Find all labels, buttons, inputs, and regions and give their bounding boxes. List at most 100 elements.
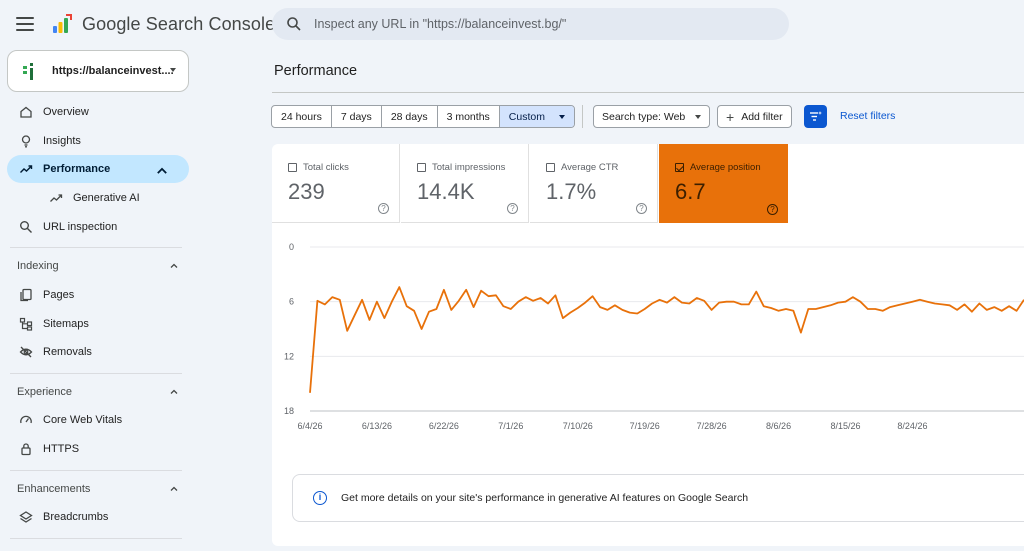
y-tick-label: 12 [284, 351, 294, 361]
sidebar-item-label: URL inspection [43, 221, 118, 233]
sidebar-item-url-inspection[interactable]: URL inspection [7, 213, 189, 241]
checkbox-checked-icon[interactable] [675, 163, 684, 172]
plus-icon: + [726, 108, 735, 125]
chevron-up-icon [170, 263, 178, 268]
metric-label-text: Total clicks [303, 162, 349, 173]
metric-total-clicks[interactable]: Total clicks 239 ? [272, 144, 400, 223]
metric-label-text: Total impressions [432, 162, 506, 173]
metric-label: Total impressions [417, 162, 505, 173]
sidebar-divider [10, 538, 182, 539]
sidebar-item-label: Core Web Vitals [43, 414, 123, 426]
sidebar-item-label: HTTPS [43, 443, 80, 455]
chevron-up-icon[interactable] [155, 164, 169, 178]
toolbar-separator [582, 105, 583, 128]
sidebar-item-breadcrumbs[interactable]: Breadcrumbs [7, 503, 189, 531]
generative-ai-banner[interactable]: i Get more details on your site's perfor… [292, 474, 1024, 522]
lock-icon [21, 443, 31, 456]
search-console-logo[interactable]: Google Search Console [50, 12, 275, 36]
speedometer-icon [20, 415, 32, 424]
range-custom[interactable]: Custom [499, 106, 574, 127]
title-divider [272, 92, 1024, 93]
sidebar-item-label: Breadcrumbs [43, 511, 109, 523]
help-icon[interactable]: ? [636, 203, 647, 214]
dropdown-caret-icon [170, 68, 176, 72]
checkbox-icon[interactable] [546, 163, 555, 172]
app-title: Google Search Console [82, 13, 276, 34]
sidebar-item-removals[interactable]: Removals [7, 338, 189, 366]
dropdown-caret-icon [558, 114, 565, 119]
section-header-experience[interactable]: Experience [7, 379, 189, 405]
metric-total-impressions[interactable]: Total impressions 14.4K ? [401, 144, 529, 223]
metric-value: 6.7 [675, 179, 706, 204]
metric-label: Total clicks [288, 162, 349, 173]
sitemap-icon [19, 317, 33, 331]
main-menu-button[interactable] [14, 14, 36, 34]
range-3-months[interactable]: 3 months [438, 106, 500, 127]
search-type-label: Search type: Web [602, 110, 686, 123]
filter-list-icon [810, 111, 822, 121]
x-tick-label: 6/13/26 [362, 421, 392, 431]
sidebar-item-core-web-vitals[interactable]: Core Web Vitals [7, 406, 189, 434]
page-title: Performance [274, 63, 358, 79]
sidebar-item-pages[interactable]: Pages [7, 281, 189, 309]
range-label: 3 months [446, 110, 490, 123]
x-tick-label: 8/24/26 [897, 421, 927, 431]
sidebar-item-label: Sitemaps [43, 318, 89, 330]
filter-settings-button[interactable] [804, 105, 827, 128]
checkbox-icon[interactable] [417, 163, 426, 172]
metric-label: Average CTR [546, 162, 618, 173]
sidebar-item-label: Removals [43, 346, 92, 358]
sidebar-item-label: Insights [43, 135, 81, 147]
metric-label: Average position [675, 162, 761, 173]
checkbox-icon[interactable] [288, 163, 297, 172]
metric-average-ctr[interactable]: Average CTR 1.7% ? [530, 144, 658, 223]
sidebar-item-https[interactable]: HTTPS [7, 435, 189, 463]
sidebar-divider [10, 373, 182, 374]
search-icon [20, 221, 32, 233]
y-tick-label: 6 [289, 297, 294, 307]
x-tick-label: 7/28/26 [697, 421, 727, 431]
property-favicon-icon [22, 60, 38, 82]
metric-average-position[interactable]: Average position 6.7 ? [659, 144, 788, 223]
sidebar-item-insights[interactable]: Insights [7, 127, 189, 155]
home-icon [20, 106, 32, 118]
performance-card: Total clicks 239 ? Total impressions 14.… [272, 144, 1024, 546]
help-icon[interactable]: ? [767, 204, 778, 215]
sidebar-item-label: Overview [43, 106, 89, 118]
metric-value: 239 [288, 179, 325, 204]
x-tick-label: 7/10/26 [563, 421, 593, 431]
range-24-hours[interactable]: 24 hours [272, 106, 332, 127]
lightbulb-icon [21, 135, 31, 148]
help-icon[interactable]: ? [507, 203, 518, 214]
chevron-up-icon [170, 389, 178, 394]
range-label: 7 days [340, 110, 372, 123]
sidebar-item-label: Performance [43, 163, 111, 175]
section-header-enhancements[interactable]: Enhancements [7, 476, 189, 502]
sidebar-item-overview[interactable]: Overview [7, 98, 189, 126]
search-icon [287, 17, 301, 31]
section-header-indexing[interactable]: Indexing [7, 253, 189, 279]
dropdown-caret-icon [695, 114, 702, 119]
chevron-up-icon [170, 486, 178, 491]
x-tick-label: 7/1/26 [498, 421, 523, 431]
info-icon: i [313, 491, 327, 505]
metric-label-text: Average CTR [561, 162, 619, 173]
x-tick-label: 6/4/26 [297, 421, 322, 431]
sidebar-item-generative-ai[interactable]: Generative AI [7, 184, 189, 212]
url-inspect-search[interactable] [272, 8, 789, 40]
property-selector[interactable]: https://balanceinvest.... [7, 50, 189, 92]
range-7-days[interactable]: 7 days [332, 106, 382, 127]
y-tick-label: 0 [289, 242, 294, 252]
add-filter-button[interactable]: + Add filter [717, 105, 792, 128]
reset-filters-link[interactable]: Reset filters [840, 110, 896, 122]
x-tick-label: 6/22/26 [429, 421, 459, 431]
sidebar-item-sitemaps[interactable]: Sitemaps [7, 310, 189, 338]
url-inspect-input[interactable] [314, 17, 754, 31]
eye-off-icon [19, 346, 33, 358]
range-28-days[interactable]: 28 days [382, 106, 438, 127]
y-tick-label: 18 [284, 406, 294, 416]
trending-up-icon [50, 194, 63, 202]
help-icon[interactable]: ? [378, 203, 389, 214]
sidebar-item-performance[interactable]: Performance [7, 155, 189, 183]
search-type-filter[interactable]: Search type: Web [593, 105, 711, 128]
